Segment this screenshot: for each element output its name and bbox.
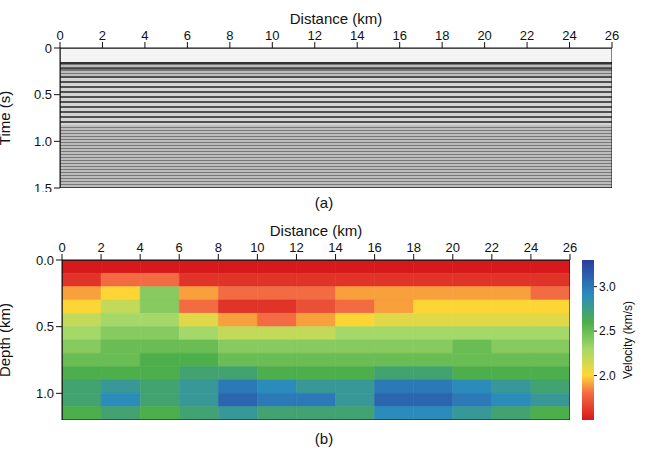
- svg-text:8: 8: [226, 28, 233, 43]
- svg-text:2.5: 2.5: [599, 324, 616, 338]
- svg-text:4: 4: [141, 28, 148, 43]
- svg-text:18: 18: [406, 240, 420, 255]
- svg-text:0: 0: [58, 240, 65, 255]
- svg-text:1.0: 1.0: [34, 134, 52, 149]
- svg-text:20: 20: [477, 28, 491, 43]
- svg-text:14: 14: [350, 28, 364, 43]
- html-text:(a): (a): [314, 194, 334, 211]
- svg-text:20: 20: [446, 240, 460, 255]
- svg-text:0.5: 0.5: [36, 319, 54, 334]
- svg-text:12: 12: [308, 28, 322, 43]
- svg-text:10: 10: [265, 28, 279, 43]
- svg-text:3.0: 3.0: [599, 280, 616, 294]
- svg-text:14: 14: [328, 240, 342, 255]
- svg-text:Distance (km): Distance (km): [290, 10, 383, 27]
- svg-text:1.5: 1.5: [34, 181, 52, 192]
- svg-text:0.5: 0.5: [34, 87, 52, 102]
- svg-text:22: 22: [485, 240, 499, 255]
- svg-text:24: 24: [562, 28, 576, 43]
- svg-text:6: 6: [184, 28, 191, 43]
- svg-text:0: 0: [56, 28, 63, 43]
- svg-text:2.0: 2.0: [599, 369, 616, 383]
- svg-text:2: 2: [97, 240, 104, 255]
- svg-text:26: 26: [605, 28, 619, 43]
- svg-text:12: 12: [289, 240, 303, 255]
- svg-text:0.0: 0.0: [36, 253, 54, 268]
- svg-text:6: 6: [176, 240, 183, 255]
- svg-text:0: 0: [45, 41, 52, 56]
- html-text:(b): (b): [314, 430, 334, 447]
- svg-text:Depth (km): Depth (km): [0, 303, 13, 377]
- svg-text:2: 2: [99, 28, 106, 43]
- svg-text:16: 16: [367, 240, 381, 255]
- svg-text:24: 24: [524, 240, 538, 255]
- svg-text:10: 10: [250, 240, 264, 255]
- svg-text:1.0: 1.0: [36, 386, 54, 401]
- svg-text:18: 18: [435, 28, 449, 43]
- svg-text:26: 26: [563, 240, 577, 255]
- svg-text:8: 8: [215, 240, 222, 255]
- svg-text:Velocity (km/s): Velocity (km/s): [621, 301, 635, 379]
- svg-text:Time (s): Time (s): [0, 91, 13, 145]
- svg-text:16: 16: [392, 28, 406, 43]
- svg-text:Distance (km): Distance (km): [270, 222, 363, 239]
- svg-text:4: 4: [137, 240, 144, 255]
- svg-text:22: 22: [520, 28, 534, 43]
